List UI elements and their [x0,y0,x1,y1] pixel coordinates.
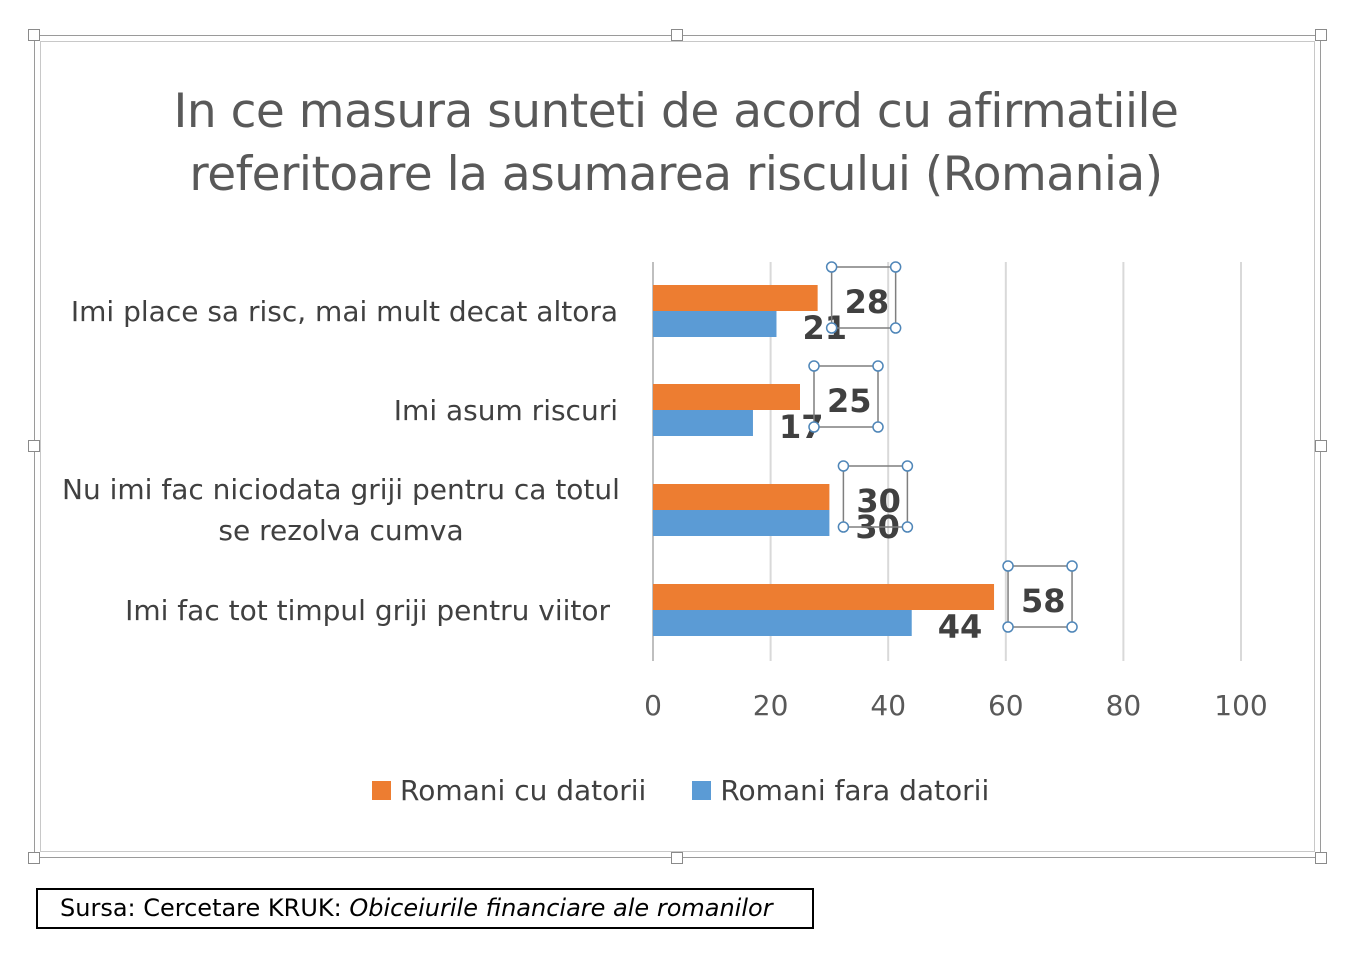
frame-resize-handle[interactable] [28,29,40,41]
label-resize-handle [1002,560,1014,572]
frame-resize-handle[interactable] [671,29,683,41]
legend-item-romani-cu-datorii: Romani cu datorii [372,774,646,807]
bar-romani-fara-datorii [653,610,912,636]
frame-resize-handle[interactable] [1315,29,1327,41]
bar-romani-cu-datorii [653,285,818,311]
legend-swatch-blue [692,780,712,800]
frame-resize-handle[interactable] [1315,440,1327,452]
source-prefix: Sursa: Cercetare KRUK: [60,894,350,922]
frame-resize-handle[interactable] [28,440,40,452]
x-tick-label: 40 [870,689,906,722]
data-label-box [842,465,909,528]
label-resize-handle [872,421,884,433]
frame-resize-handle[interactable] [28,852,40,864]
frame-resize-handle[interactable] [671,852,683,864]
label-resize-handle [808,360,820,372]
bar-romani-fara-datorii [653,311,777,337]
label-resize-handle [901,521,914,533]
chart-title-line-2: referitoare la asumarea riscului (Romani… [189,147,1163,202]
x-tick-label: 20 [753,689,789,722]
category-label: Imi place sa risc, mai mult decat altora [70,294,618,328]
x-tick-label: 100 [1214,689,1267,722]
legend-item-romani-fara-datorii: Romani fara datorii [692,774,989,807]
x-tick-label: 60 [988,689,1024,722]
label-resize-handle [837,460,850,472]
label-resize-handle [1066,621,1078,633]
category-label: Imi fac tot timpul griji pentru viitor [125,593,610,627]
chart-area-border [40,41,1315,852]
label-resize-handle [889,261,902,273]
bar-romani-cu-datorii [653,484,830,510]
label-resize-handle [889,322,902,334]
chart-title-line-1: In ce masura sunteti de acord cu afirmat… [173,84,1179,139]
source-caption: Sursa: Cercetare KRUK: Obiceiurile finan… [36,888,814,929]
data-label-box [1007,565,1073,628]
data-label-box [830,266,897,329]
frame-resize-handle[interactable] [1315,852,1327,864]
bar-romani-fara-datorii [653,410,753,436]
data-label-cu-datorii: 25 [827,382,872,420]
label-resize-handle [1002,621,1014,633]
data-label-cu-datorii: 28 [845,283,890,321]
legend-label: Romani cu datorii [400,773,647,807]
legend-swatch-orange [372,780,391,800]
label-resize-handle [825,322,838,334]
chart-title: In ce masura sunteti de acord cu afirmat… [90,80,1262,206]
label-resize-handle [825,261,838,273]
data-label-cu-datorii: 58 [1021,582,1066,620]
category-label: Nu imi fac niciodata griji pentru ca tot… [62,473,620,547]
bar-romani-cu-datorii [653,384,800,410]
data-label-box [813,365,879,428]
bar-romani-fara-datorii [653,510,830,536]
category-label: Imi asum riscuri [393,393,618,427]
legend: Romani cu datorii Romani fara datorii [372,770,1035,810]
label-resize-handle [872,360,884,372]
x-tick-label: 0 [644,689,662,722]
label-resize-handle [808,421,820,433]
label-resize-handle [1066,560,1078,572]
bar-romani-cu-datorii [653,584,995,610]
legend-label: Romani fara datorii [720,773,990,807]
label-resize-handle [901,460,914,472]
data-label-cu-datorii: 30 [856,482,901,520]
source-title: Obiceiurile financiare ale romanilor [349,894,773,922]
label-resize-handle [837,521,850,533]
data-label-fara-datorii: 44 [938,608,983,646]
x-tick-label: 80 [1106,689,1142,722]
